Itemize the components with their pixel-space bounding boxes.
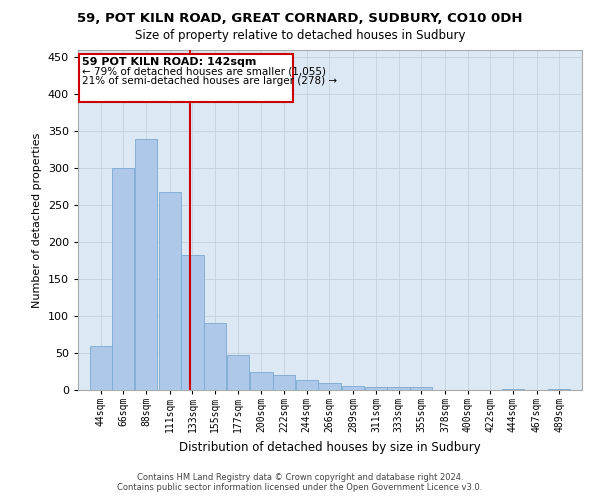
Y-axis label: Number of detached properties: Number of detached properties	[32, 132, 42, 308]
Text: 59, POT KILN ROAD, GREAT CORNARD, SUDBURY, CO10 0DH: 59, POT KILN ROAD, GREAT CORNARD, SUDBUR…	[77, 12, 523, 26]
Bar	[388, 387, 410, 390]
Bar	[158, 192, 181, 390]
Bar	[89, 346, 112, 390]
Bar	[250, 372, 272, 390]
FancyBboxPatch shape	[79, 54, 293, 102]
Bar	[273, 375, 295, 390]
Bar	[296, 380, 318, 390]
Text: Size of property relative to detached houses in Sudbury: Size of property relative to detached ho…	[135, 29, 465, 42]
Text: 21% of semi-detached houses are larger (278) →: 21% of semi-detached houses are larger (…	[82, 76, 337, 86]
Bar	[342, 386, 364, 390]
Bar	[319, 382, 341, 390]
Bar	[410, 387, 433, 390]
Bar	[181, 254, 203, 390]
X-axis label: Distribution of detached houses by size in Sudbury: Distribution of detached houses by size …	[179, 440, 481, 454]
Bar	[135, 138, 157, 390]
Bar	[204, 324, 226, 390]
Text: Contains HM Land Registry data © Crown copyright and database right 2024.
Contai: Contains HM Land Registry data © Crown c…	[118, 473, 482, 492]
Text: ← 79% of detached houses are smaller (1,055): ← 79% of detached houses are smaller (1,…	[82, 67, 326, 77]
Bar	[112, 168, 134, 390]
Bar	[227, 356, 249, 390]
Bar	[365, 387, 387, 390]
Text: 59 POT KILN ROAD: 142sqm: 59 POT KILN ROAD: 142sqm	[82, 56, 256, 66]
